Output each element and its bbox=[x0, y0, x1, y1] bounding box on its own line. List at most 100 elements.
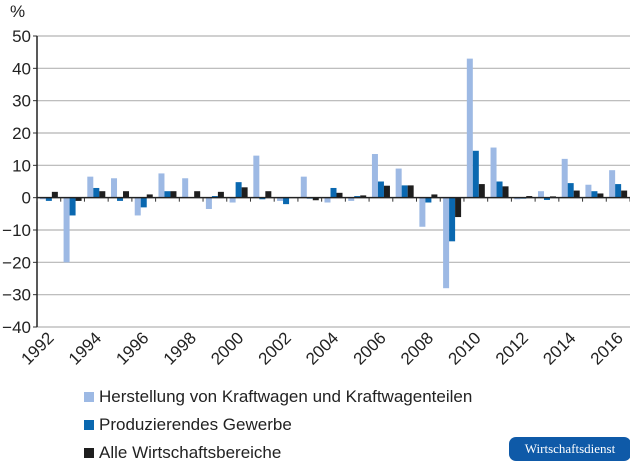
bar-2001-series-3 bbox=[265, 191, 272, 198]
bar-2008-series-3 bbox=[431, 194, 438, 198]
bar-1992-series-2 bbox=[45, 197, 52, 201]
bar-2012-series-1 bbox=[514, 197, 521, 200]
bar-1999-series-3 bbox=[217, 191, 224, 198]
bar-2016-series-1 bbox=[609, 170, 616, 198]
bar-2013-series-1 bbox=[537, 191, 544, 198]
legend-label: Produzierendes Gewerbe bbox=[99, 415, 292, 434]
y-tick-label: −30 bbox=[2, 286, 31, 305]
bar-2008-series-2 bbox=[425, 197, 432, 203]
bar-2000-series-1 bbox=[229, 197, 236, 203]
bar-1999-series-2 bbox=[211, 196, 218, 198]
bar-1993-series-1 bbox=[63, 197, 70, 263]
bar-2006-series-2 bbox=[377, 181, 384, 198]
bar-1996-series-2 bbox=[140, 197, 147, 208]
bar-2001-series-2 bbox=[259, 197, 266, 200]
bar-2005-series-2 bbox=[354, 196, 361, 198]
bar-2004-series-1 bbox=[324, 197, 331, 203]
legend-label: Alle Wirtschaftsbereiche bbox=[99, 443, 282, 462]
bar-2009-series-3 bbox=[455, 197, 462, 218]
x-tick-label: 1994 bbox=[65, 328, 105, 368]
x-tick-label: 2008 bbox=[397, 328, 437, 368]
x-tick-label: 2000 bbox=[207, 328, 247, 368]
bar-1999-series-1 bbox=[205, 197, 212, 209]
bar-2016-series-2 bbox=[615, 184, 622, 198]
legend-swatch bbox=[84, 420, 94, 430]
legend-item: Alle Wirtschaftsbereiche bbox=[84, 439, 472, 467]
bar-1997-series-2 bbox=[164, 191, 171, 198]
x-tick-label: 1996 bbox=[112, 328, 152, 368]
bar-1997-series-3 bbox=[170, 191, 177, 198]
bar-2005-series-1 bbox=[348, 197, 355, 201]
bar-2000-series-2 bbox=[235, 182, 242, 198]
bar-2006-series-1 bbox=[371, 154, 378, 198]
bar-2010-series-1 bbox=[466, 58, 473, 198]
legend-item: Produzierendes Gewerbe bbox=[84, 411, 472, 439]
bar-2000-series-3 bbox=[241, 187, 248, 198]
bar-2006-series-3 bbox=[383, 185, 390, 198]
bar-1993-series-2 bbox=[69, 197, 76, 216]
x-tick-label: 2012 bbox=[492, 328, 532, 368]
legend-label: Herstellung von Kraftwagen und Kraftwage… bbox=[99, 387, 473, 406]
bar-2009-series-2 bbox=[449, 197, 456, 242]
bar-2007-series-2 bbox=[401, 185, 408, 198]
bar-1992-series-3 bbox=[51, 191, 58, 198]
bar-1994-series-3 bbox=[99, 191, 106, 198]
bar-2016-series-3 bbox=[621, 190, 628, 198]
y-tick-label: 50 bbox=[12, 27, 31, 46]
bar-2011-series-2 bbox=[496, 181, 503, 198]
y-tick-label: 10 bbox=[12, 156, 31, 175]
bar-2010-series-2 bbox=[472, 150, 479, 198]
bar-2013-series-2 bbox=[543, 197, 550, 200]
bar-1995-series-1 bbox=[111, 178, 118, 198]
bar-2011-series-3 bbox=[502, 186, 509, 198]
bar-2004-series-2 bbox=[330, 187, 337, 198]
x-tick-label: 2010 bbox=[444, 328, 484, 368]
bar-2002-series-1 bbox=[277, 197, 284, 201]
bar-2009-series-1 bbox=[443, 197, 450, 289]
y-tick-label: 40 bbox=[12, 59, 31, 78]
bar-2003-series-1 bbox=[300, 176, 307, 198]
bar-2014-series-2 bbox=[567, 183, 574, 198]
bar-2007-series-1 bbox=[395, 168, 402, 198]
y-tick-label: −10 bbox=[2, 221, 31, 240]
y-axis-unit: % bbox=[10, 2, 26, 21]
legend-item: Herstellung von Kraftwagen und Kraftwage… bbox=[84, 383, 472, 411]
legend-swatch bbox=[84, 392, 94, 402]
bar-2015-series-2 bbox=[591, 191, 598, 198]
publisher-logo: Wirtschaftsdienst bbox=[509, 437, 630, 461]
bar-2007-series-3 bbox=[407, 185, 414, 198]
x-tick-label: 2004 bbox=[302, 328, 342, 368]
bar-2010-series-3 bbox=[478, 184, 485, 198]
y-tick-label: 0 bbox=[22, 189, 31, 208]
bar-2002-series-2 bbox=[283, 197, 290, 205]
bar-2012-series-3 bbox=[526, 196, 533, 198]
bar-2015-series-3 bbox=[597, 193, 604, 198]
bar-2008-series-1 bbox=[419, 197, 426, 227]
bar-2014-series-1 bbox=[561, 158, 568, 198]
bar-2014-series-3 bbox=[573, 190, 580, 198]
bar-2015-series-1 bbox=[585, 184, 592, 198]
bar-1992-series-1 bbox=[39, 197, 46, 200]
bar-2004-series-3 bbox=[336, 192, 343, 198]
bar-1998-series-3 bbox=[194, 191, 201, 198]
bar-1993-series-3 bbox=[75, 197, 82, 201]
bar-1995-series-3 bbox=[123, 191, 130, 198]
y-tick-label: −40 bbox=[2, 318, 31, 337]
bar-1998-series-1 bbox=[182, 178, 189, 198]
legend: Herstellung von Kraftwagen und Kraftwage… bbox=[84, 383, 472, 467]
x-tick-label: 1998 bbox=[160, 328, 200, 368]
x-tick-label: 2006 bbox=[350, 328, 390, 368]
bar-1996-series-1 bbox=[134, 197, 141, 216]
bar-1994-series-1 bbox=[87, 176, 94, 198]
bar-1995-series-2 bbox=[117, 197, 124, 201]
x-tick-label: 2002 bbox=[255, 328, 295, 368]
bar-1994-series-2 bbox=[93, 187, 100, 198]
x-tick-label: 2014 bbox=[539, 328, 579, 368]
bar-2003-series-3 bbox=[312, 197, 319, 201]
legend-swatch bbox=[84, 448, 94, 458]
y-tick-label: 20 bbox=[12, 124, 31, 143]
bar-1996-series-3 bbox=[146, 194, 153, 198]
x-tick-label: 2016 bbox=[587, 328, 627, 368]
bar-2001-series-1 bbox=[253, 155, 260, 198]
